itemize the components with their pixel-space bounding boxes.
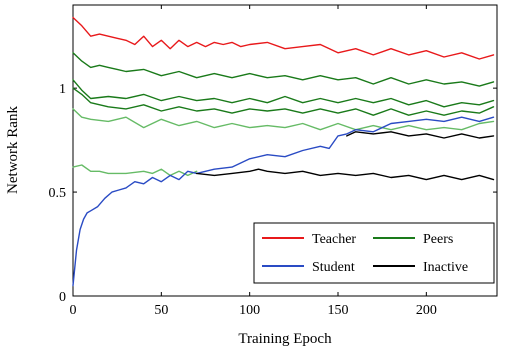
axis-ticks: 0 50 100 150 200 0 0.5 1 — [49, 5, 497, 318]
legend-label-teacher: Teacher — [312, 232, 356, 247]
series-line-inactive-7 — [196, 168, 495, 181]
series-line-teacher-0 — [72, 16, 495, 60]
x-tick-label: 0 — [70, 303, 77, 318]
plot-frame — [72, 4, 498, 297]
y-axis-label: Network Rank — [5, 106, 21, 194]
x-tick-label: 200 — [416, 303, 437, 318]
legend-box — [253, 222, 495, 284]
series-line-peers-3 — [72, 87, 495, 116]
series-line-peers-1 — [72, 52, 495, 87]
x-tick-label: 150 — [328, 303, 349, 318]
series-line-peers-2 — [72, 79, 495, 108]
x-tick-label: 50 — [154, 303, 168, 318]
legend-label-student: Student — [312, 260, 355, 275]
series-line-student-6 — [72, 116, 495, 287]
y-tick-label: 0.5 — [49, 186, 67, 201]
legend: Teacher Peers Student Inactive — [253, 222, 495, 284]
y-tick-label: 1 — [59, 82, 66, 97]
legend-label-peers: Peers — [423, 232, 453, 247]
series-line-peers-4 — [72, 108, 495, 131]
x-axis-label: Training Epoch — [238, 331, 332, 347]
series-line-inactive-8 — [346, 131, 495, 139]
y-tick-label: 0 — [59, 290, 66, 305]
series-layer — [72, 16, 495, 287]
legend-label-inactive: Inactive — [423, 260, 468, 275]
x-tick-label: 100 — [239, 303, 260, 318]
series-line-peers-5 — [72, 164, 198, 177]
